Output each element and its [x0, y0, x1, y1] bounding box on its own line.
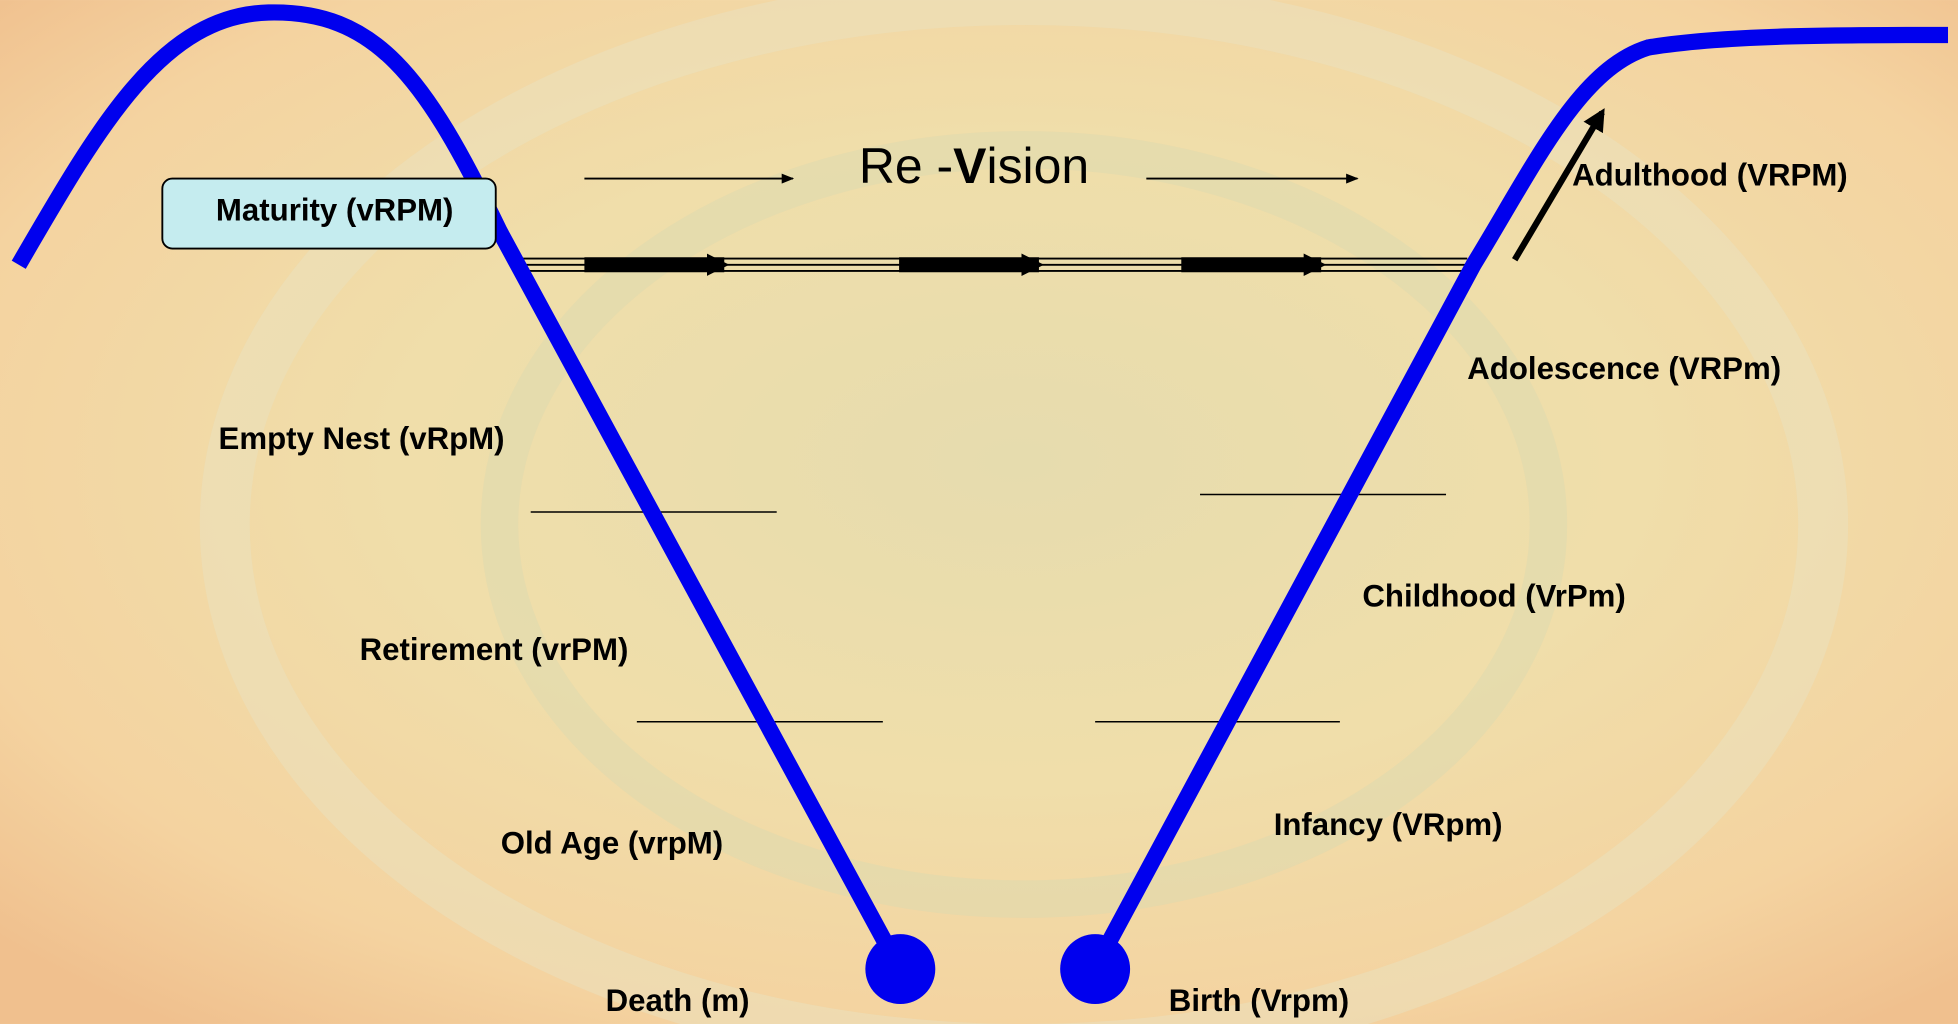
stage-label: Infancy (VRpm) — [1274, 807, 1503, 842]
arrow — [1512, 108, 1605, 262]
maturity-box — [161, 177, 497, 250]
stage-label: Old Age (vrpM) — [501, 826, 723, 861]
stage-label: Maturity (vRPM) — [216, 193, 454, 228]
title-part: ision — [986, 138, 1089, 194]
title: Re -Vision — [859, 138, 1089, 194]
start-dot — [1060, 934, 1131, 1004]
title-part: V — [953, 138, 986, 194]
stage-label: Birth (Vrpm) — [1169, 983, 1349, 1018]
stage-label: Death (m) — [606, 983, 750, 1018]
stage-label: Childhood (VrPm) — [1362, 578, 1625, 613]
stage-label: Empty Nest (vRpM) — [219, 421, 505, 456]
end-dot — [865, 934, 936, 1004]
growth-curve — [1087, 26, 1949, 972]
stage-label: Adulthood (VRPM) — [1572, 158, 1848, 193]
decline-curve — [11, 4, 907, 972]
swirl — [480, 131, 1568, 918]
swirl — [200, 0, 1848, 1024]
revision-track — [515, 253, 1468, 276]
stage-label: Adolescence (VRPm) — [1467, 351, 1781, 386]
title-part: Re - — [859, 138, 953, 194]
stage-label: Retirement (vrPM) — [360, 632, 629, 667]
